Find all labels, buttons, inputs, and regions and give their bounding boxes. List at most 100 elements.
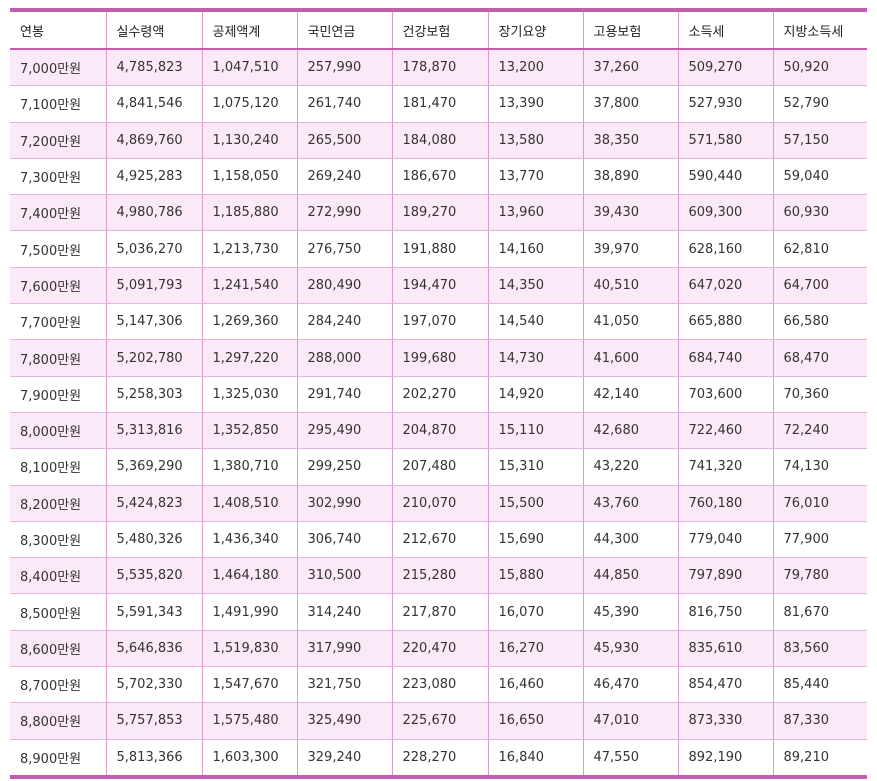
cell-total-deduction: 1,380,710 — [201, 448, 298, 486]
cell-total-deduction: 1,241,540 — [201, 267, 298, 305]
cell-income-tax: 684,740 — [677, 339, 774, 377]
column-header-total-deduction: 공제액계 — [201, 10, 298, 50]
cell-local-income-tax: 68,470 — [772, 339, 867, 377]
cell-annual-salary: 8,600만원 — [10, 630, 107, 668]
cell-net-pay: 5,147,306 — [105, 303, 203, 341]
cell-net-pay: 5,646,836 — [105, 630, 203, 668]
cell-net-pay: 5,480,326 — [105, 521, 203, 559]
cell-national-pension: 280,490 — [296, 267, 393, 305]
column-header-health-insurance: 건강보험 — [391, 10, 489, 50]
cell-total-deduction: 1,464,180 — [201, 557, 298, 595]
cell-employment-insurance: 41,050 — [582, 303, 679, 341]
cell-total-deduction: 1,519,830 — [201, 630, 298, 668]
cell-income-tax: 647,020 — [677, 267, 774, 305]
cell-annual-salary: 8,700만원 — [10, 666, 107, 704]
cell-total-deduction: 1,158,050 — [201, 158, 298, 196]
cell-net-pay: 5,258,303 — [105, 376, 203, 413]
cell-long-term-care: 13,770 — [487, 158, 584, 196]
column-header-employment-insurance: 고용보험 — [582, 10, 679, 50]
cell-health-insurance: 207,480 — [391, 448, 489, 486]
cell-long-term-care: 15,500 — [487, 485, 584, 522]
cell-total-deduction: 1,575,480 — [201, 702, 298, 740]
cell-employment-insurance: 41,600 — [582, 339, 679, 377]
cell-total-deduction: 1,130,240 — [201, 122, 298, 159]
cell-national-pension: 325,490 — [296, 702, 393, 740]
cell-net-pay: 5,424,823 — [105, 485, 203, 522]
cell-national-pension: 265,500 — [296, 122, 393, 159]
cell-health-insurance: 212,670 — [391, 521, 489, 559]
cell-local-income-tax: 76,010 — [772, 485, 867, 522]
cell-long-term-care: 14,540 — [487, 303, 584, 341]
cell-long-term-care: 16,650 — [487, 702, 584, 740]
cell-national-pension: 272,990 — [296, 194, 393, 232]
table-row: 7,300만원 4,925,283 1,158,050 269,240 186,670 1… — [10, 158, 867, 196]
cell-national-pension: 310,500 — [296, 557, 393, 595]
cell-long-term-care: 14,160 — [487, 230, 584, 268]
cell-local-income-tax: 52,790 — [772, 85, 867, 123]
cell-employment-insurance: 46,470 — [582, 666, 679, 704]
cell-income-tax: 797,890 — [677, 557, 774, 595]
table-row: 8,500만원 5,591,343 1,491,990 314,240 217,870 1… — [10, 593, 867, 631]
cell-employment-insurance: 37,800 — [582, 85, 679, 123]
cell-local-income-tax: 64,700 — [772, 267, 867, 305]
cell-local-income-tax: 66,580 — [772, 303, 867, 341]
cell-total-deduction: 1,075,120 — [201, 85, 298, 123]
cell-employment-insurance: 42,680 — [582, 412, 679, 450]
cell-annual-salary: 8,100만원 — [10, 448, 107, 486]
table-row: 7,600만원 5,091,793 1,241,540 280,490 194,470 1… — [10, 267, 867, 305]
cell-national-pension: 284,240 — [296, 303, 393, 341]
cell-local-income-tax: 83,560 — [772, 630, 867, 668]
column-header-local-income-tax: 지방소득세 — [772, 10, 867, 50]
cell-income-tax: 703,600 — [677, 376, 774, 413]
cell-national-pension: 302,990 — [296, 485, 393, 522]
cell-national-pension: 291,740 — [296, 376, 393, 413]
cell-employment-insurance: 38,350 — [582, 122, 679, 159]
cell-income-tax: 590,440 — [677, 158, 774, 196]
cell-long-term-care: 14,350 — [487, 267, 584, 305]
cell-net-pay: 5,369,290 — [105, 448, 203, 486]
cell-health-insurance: 186,670 — [391, 158, 489, 196]
cell-long-term-care: 16,270 — [487, 630, 584, 668]
cell-total-deduction: 1,352,850 — [201, 412, 298, 450]
cell-health-insurance: 184,080 — [391, 122, 489, 159]
cell-health-insurance: 178,870 — [391, 49, 489, 87]
cell-income-tax: 741,320 — [677, 448, 774, 486]
cell-long-term-care: 15,310 — [487, 448, 584, 486]
cell-income-tax: 609,300 — [677, 194, 774, 232]
cell-national-pension: 321,750 — [296, 666, 393, 704]
cell-annual-salary: 7,700만원 — [10, 303, 107, 341]
cell-employment-insurance: 43,220 — [582, 448, 679, 486]
cell-local-income-tax: 60,930 — [772, 194, 867, 232]
cell-net-pay: 4,980,786 — [105, 194, 203, 232]
table-row: 7,500만원 5,036,270 1,213,730 276,750 191,880 1… — [10, 230, 867, 268]
cell-net-pay: 4,841,546 — [105, 85, 203, 123]
cell-annual-salary: 7,000만원 — [10, 49, 107, 87]
table-body: 7,000만원 4,785,823 1,047,510 257,990 178,870 1… — [10, 49, 867, 777]
cell-local-income-tax: 59,040 — [772, 158, 867, 196]
cell-national-pension: 261,740 — [296, 85, 393, 123]
cell-national-pension: 288,000 — [296, 339, 393, 377]
cell-employment-insurance: 38,890 — [582, 158, 679, 196]
column-header-long-term-care: 장기요양 — [487, 10, 584, 50]
cell-total-deduction: 1,297,220 — [201, 339, 298, 377]
cell-national-pension: 295,490 — [296, 412, 393, 450]
cell-net-pay: 5,535,820 — [105, 557, 203, 595]
cell-income-tax: 760,180 — [677, 485, 774, 522]
cell-employment-insurance: 44,300 — [582, 521, 679, 559]
cell-health-insurance: 197,070 — [391, 303, 489, 341]
table-row: 7,900만원 5,258,303 1,325,030 291,740 202,270 1… — [10, 376, 867, 413]
cell-income-tax: 571,580 — [677, 122, 774, 159]
cell-net-pay: 5,702,330 — [105, 666, 203, 704]
header-row: 연봉 실수령액 공제액계 국민연금 건강보험 장기요양 고용보험 소득세 지방소득세 — [10, 10, 867, 50]
cell-national-pension: 317,990 — [296, 630, 393, 668]
cell-income-tax: 854,470 — [677, 666, 774, 704]
cell-health-insurance: 202,270 — [391, 376, 489, 413]
cell-total-deduction: 1,436,340 — [201, 521, 298, 559]
cell-health-insurance: 199,680 — [391, 339, 489, 377]
cell-local-income-tax: 70,360 — [772, 376, 867, 413]
salary-table-container: 연봉 실수령액 공제액계 국민연금 건강보험 장기요양 고용보험 소득세 지방소득세 7,000… — [10, 8, 867, 779]
cell-long-term-care: 13,580 — [487, 122, 584, 159]
cell-total-deduction: 1,491,990 — [201, 593, 298, 631]
cell-long-term-care: 13,200 — [487, 49, 584, 87]
cell-total-deduction: 1,047,510 — [201, 49, 298, 87]
